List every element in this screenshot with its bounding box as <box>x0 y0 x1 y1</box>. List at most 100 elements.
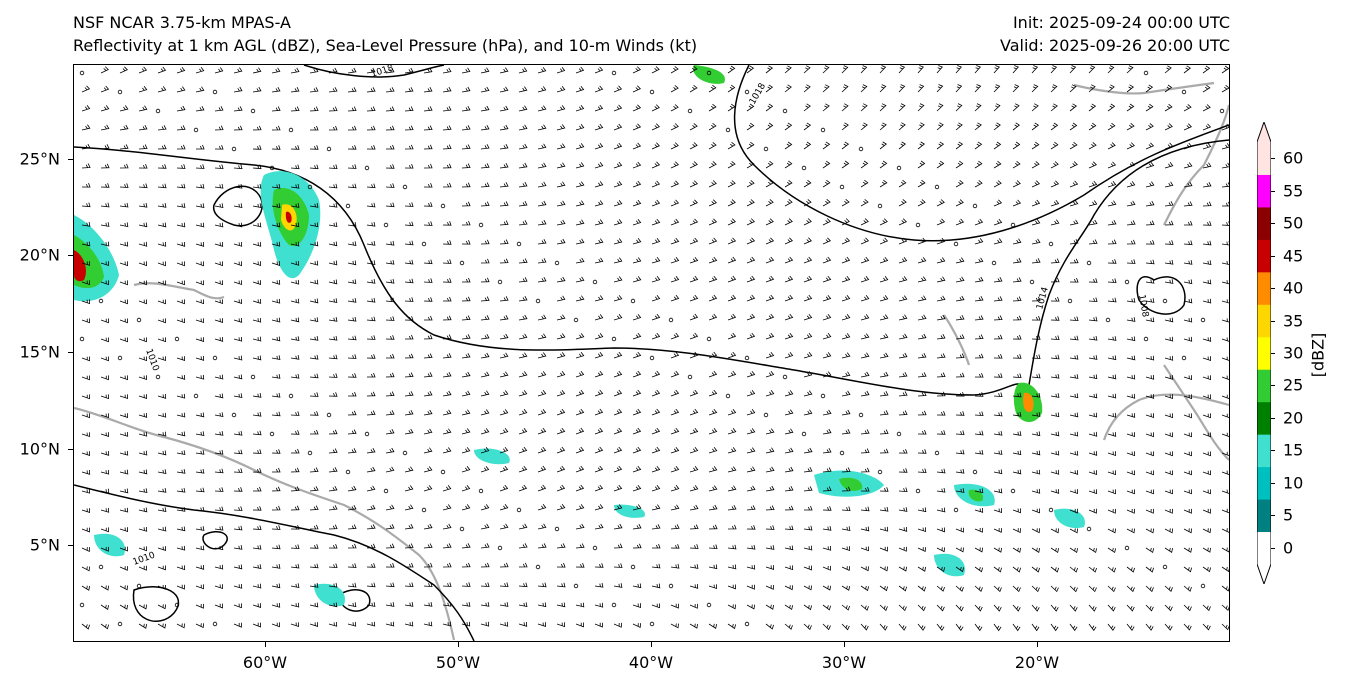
wind-barb <box>214 545 224 551</box>
wind-barb <box>575 219 585 226</box>
wind-barb <box>138 623 147 629</box>
wind-barb <box>784 486 794 492</box>
wind-barb <box>765 199 774 207</box>
wind-barb <box>727 524 737 530</box>
wind-barb <box>765 294 775 302</box>
wind-barb <box>157 604 166 610</box>
colorbar <box>1257 122 1271 584</box>
wind-barb <box>537 484 547 492</box>
wind-barb <box>993 141 1002 150</box>
wind-barb <box>499 504 509 511</box>
wind-barb <box>1221 65 1229 74</box>
wind-barb <box>138 261 148 267</box>
wind-barb <box>518 277 528 283</box>
wind-barb <box>1145 239 1155 245</box>
wind-barb <box>917 333 927 340</box>
wind-barb <box>537 258 547 264</box>
wind-barb <box>1050 296 1060 302</box>
map-panel[interactable]: 1018 1018 1014 1010 1010 1008 <box>73 64 1230 642</box>
wind-barb <box>898 604 907 612</box>
wind-barb <box>423 523 433 530</box>
init-time: Init: 2025-09-24 00:00 UTC <box>1012 13 1230 32</box>
wind-barb <box>955 334 965 340</box>
wind-barb <box>1012 354 1022 359</box>
wind-barb <box>632 389 642 397</box>
wind-barb <box>1221 547 1229 553</box>
wind-barb <box>290 260 300 266</box>
wind-barb <box>651 332 661 340</box>
wind-barb <box>119 144 129 150</box>
wind-barb <box>1069 239 1079 245</box>
wind-barb <box>765 65 774 74</box>
calm-marker <box>459 260 465 266</box>
wind-barb <box>214 468 224 474</box>
wind-barb <box>1202 201 1212 207</box>
wind-barb <box>157 164 167 169</box>
wind-barb <box>1145 123 1154 131</box>
wind-barb <box>993 122 1001 131</box>
wind-barb <box>841 314 851 321</box>
wind-barb <box>423 278 433 283</box>
wind-barb <box>993 528 1002 533</box>
wind-barb <box>917 449 927 454</box>
wind-barb <box>993 199 1003 207</box>
wind-barb <box>119 375 129 381</box>
wind-barb <box>1164 279 1174 284</box>
wind-barb <box>651 276 661 283</box>
wind-barb <box>765 179 774 188</box>
wind-barb <box>1031 392 1041 398</box>
wind-barb <box>974 257 984 264</box>
wind-barb <box>214 183 224 189</box>
wind-barb <box>594 333 604 340</box>
calm-marker <box>250 374 256 380</box>
wind-barb <box>613 104 623 112</box>
wind-barb <box>157 261 166 267</box>
wind-barb <box>1069 547 1078 554</box>
wind-barb <box>328 87 338 93</box>
wind-barb <box>632 276 642 283</box>
wind-barb <box>461 543 471 549</box>
wind-barb <box>1012 431 1022 436</box>
wind-barb <box>138 66 148 74</box>
wind-barb <box>1069 489 1079 495</box>
wind-barb <box>462 277 471 283</box>
wind-barb <box>1183 547 1192 553</box>
calm-marker <box>611 602 617 608</box>
wind-barb <box>689 332 699 340</box>
wind-barb <box>214 431 224 436</box>
wind-barb <box>879 65 887 74</box>
wind-barb <box>138 375 148 381</box>
calm-marker <box>1181 355 1187 361</box>
wind-barb <box>518 390 528 397</box>
wind-barb <box>138 469 148 475</box>
wind-barb <box>347 602 357 608</box>
wind-barb <box>1031 623 1040 632</box>
wind-barb <box>138 412 148 418</box>
wind-barb <box>613 484 623 492</box>
wind-barb <box>81 182 91 188</box>
wind-barb <box>518 67 528 74</box>
wind-barb <box>898 372 908 378</box>
wind-barb <box>81 451 91 456</box>
calm-marker <box>991 260 997 266</box>
calm-marker <box>459 526 465 532</box>
wind-barb <box>974 585 983 592</box>
wind-barb <box>328 335 338 341</box>
wind-barb <box>556 543 566 549</box>
wind-barb <box>1012 199 1022 207</box>
wind-barb <box>119 413 129 418</box>
wind-barb <box>518 181 528 188</box>
wind-barb <box>1164 413 1174 419</box>
wind-barb <box>1202 84 1211 93</box>
wind-barb <box>1069 103 1078 112</box>
wind-barb <box>252 355 262 361</box>
wind-barb <box>195 545 205 551</box>
wind-barb <box>917 199 926 207</box>
wind-barb <box>746 103 755 112</box>
wind-barb <box>1069 316 1079 322</box>
wind-barb <box>1145 489 1154 495</box>
wind-barb <box>765 103 774 112</box>
wind-barb <box>100 546 109 552</box>
wind-barb <box>290 563 300 569</box>
wind-barb <box>727 564 737 570</box>
